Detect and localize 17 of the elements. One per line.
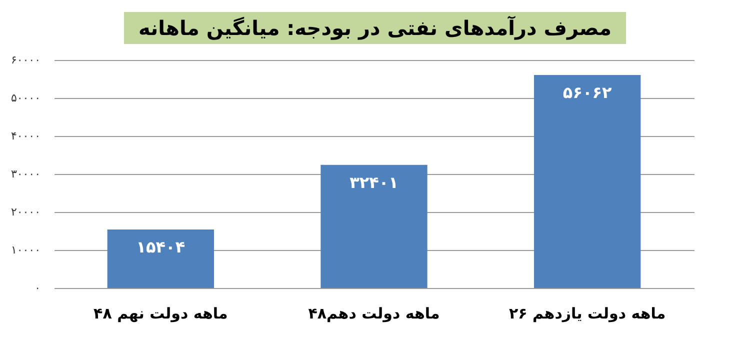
y-tick-label: ۱۰۰۰۰ xyxy=(10,244,40,256)
y-tick-label: ۶۰۰۰۰ xyxy=(10,54,40,66)
bar xyxy=(534,74,641,288)
bar xyxy=(107,229,214,288)
data-label: ۵۶۰۶۲ xyxy=(562,82,612,102)
bar xyxy=(320,164,428,288)
y-tick-label: ۴۰۰۰۰ xyxy=(10,130,40,142)
data-label: ۳۲۴۰۱ xyxy=(350,172,398,192)
y-tick-label: ۰ xyxy=(34,282,40,294)
data-label: ۱۵۴۰۴ xyxy=(136,237,186,256)
x-tick-label: ۴۸ماهه دولت دهم xyxy=(308,304,440,322)
y-tick-label: ۳۰۰۰۰ xyxy=(10,168,40,180)
x-tick-label: ۴۸ ماهه دولت نهم xyxy=(94,304,228,322)
x-tick-label: ۲۶ ماهه دولت یازدهم xyxy=(508,304,666,322)
y-tick-label: ۵۰۰۰۰ xyxy=(10,92,40,104)
chart-title: مصرف درآمدهای نفتی در بودجه: میانگین ماهانه xyxy=(124,12,626,44)
y-tick-label: ۲۰۰۰۰ xyxy=(10,206,40,218)
